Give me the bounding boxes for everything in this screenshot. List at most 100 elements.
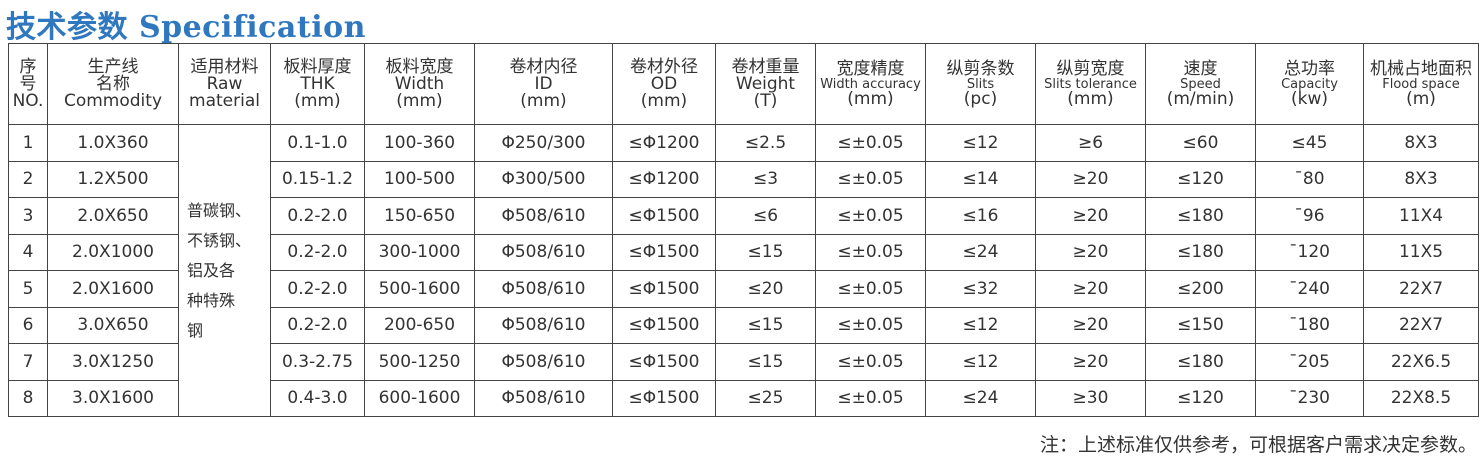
header-line: Weight: [735, 73, 796, 94]
header-line: 板料厚度: [283, 56, 352, 77]
column-header: 卷材重量 Weight (T): [715, 43, 816, 125]
table-cell: ≤12: [925, 124, 1036, 162]
table-cell: 22X7: [1363, 306, 1479, 344]
column-header: 纵剪宽度 Slits tolerance (mm): [1035, 43, 1146, 125]
table-cell: 1.0X360: [47, 124, 179, 162]
column-header: 序号 NO.: [8, 43, 48, 125]
table-cell: ≥30: [1035, 379, 1146, 417]
header-line: material: [189, 90, 260, 111]
table-cell: 0.2-2.0: [270, 233, 365, 271]
header-line: (m/min): [1166, 88, 1235, 109]
table-cell: 500-1250: [364, 343, 475, 381]
table-cell: Φ508/610: [474, 306, 613, 344]
table-cell: 22X6.5: [1363, 343, 1479, 381]
header-line: (pc): [963, 88, 998, 109]
table-cell: ≤±0.05: [815, 160, 926, 198]
table-cell: ≤32: [925, 270, 1036, 308]
table-cell: ≤±0.05: [815, 270, 926, 308]
header-line: 纵剪条数: [946, 58, 1015, 79]
footnote: 注：上述标准仅供参考，可根据客户需求决定参数。: [1039, 434, 1477, 456]
column-header: 总功率 Capacity (kw): [1255, 43, 1364, 125]
table-cell: 11X4: [1363, 197, 1479, 235]
header-line: (T): [753, 90, 778, 111]
table-cell: ≤Φ1200: [612, 124, 716, 162]
table-cell: 0.3-2.75: [270, 343, 365, 381]
table-cell: ≤180: [1145, 197, 1256, 235]
header-line: Flood space: [1382, 76, 1460, 92]
header-line: ID: [534, 73, 553, 94]
table-cell: ≤12: [925, 306, 1036, 344]
table-cell: Φ508/610: [474, 343, 613, 381]
table-cell: 7: [8, 343, 48, 381]
table-cell: ≤±0.05: [815, 124, 926, 162]
header-line: 号: [19, 73, 37, 94]
table-cell: 5: [8, 270, 48, 308]
table-cell: 0.2-2.0: [270, 197, 365, 235]
table-cell: ≥20: [1035, 197, 1146, 235]
header-line: Width accuracy: [820, 76, 921, 92]
table-row: 3 2.0X650 0.2-2.0 150-650 Φ508/610 ≤Φ1500 ≤6 ≤±…: [8, 197, 1479, 235]
header-line: Slits: [966, 76, 995, 92]
header-line: 纵剪宽度: [1056, 58, 1125, 79]
table-cell: 2.0X1600: [47, 270, 179, 308]
table-cell: ≤16: [925, 197, 1036, 235]
table-cell: 4: [8, 233, 48, 271]
material-line: 不锈钢、: [187, 230, 252, 250]
table-cell: ¯240: [1255, 270, 1364, 308]
table-row: 6 3.0X650 0.2-2.0 200-650 Φ508/610 ≤Φ1500 ≤15 ≤…: [8, 306, 1479, 344]
header-line: 卷材重量: [731, 56, 800, 77]
table-cell: 11X5: [1363, 233, 1479, 271]
table-cell: ≥20: [1035, 270, 1146, 308]
column-header: 机械占地面积 Flood space (m): [1363, 43, 1479, 125]
material-line: 种特殊: [187, 290, 236, 310]
table-cell: ≤45: [1255, 124, 1364, 162]
table-cell: ≤±0.05: [815, 343, 926, 381]
table-cell: ≤±0.05: [815, 379, 926, 417]
table-cell: ≤24: [925, 379, 1036, 417]
table-cell: 6: [8, 306, 48, 344]
table-cell: 8X3: [1363, 124, 1479, 162]
header-line: (mm): [847, 88, 894, 109]
table-cell: ≤180: [1145, 343, 1256, 381]
table-cell: 8: [8, 379, 48, 417]
table-cell: 150-650: [364, 197, 475, 235]
header-line: OD: [650, 73, 678, 94]
header-line: 适用材料: [190, 56, 259, 77]
header-line: Raw: [206, 73, 243, 94]
table-cell: 0.1-1.0: [270, 124, 365, 162]
table-cell: 600-1600: [364, 379, 475, 417]
column-header: 板料厚度 THK (mm): [270, 43, 365, 125]
column-header: 速度 Speed (m/min): [1145, 43, 1256, 125]
column-header: 板料宽度 Width (mm): [364, 43, 475, 125]
header-line: (kw): [1290, 88, 1328, 109]
table-cell: ≤24: [925, 233, 1036, 271]
table-cell: ≤Φ1500: [612, 270, 716, 308]
table-cell: Φ508/610: [474, 233, 613, 271]
header-line: Slits tolerance: [1044, 76, 1137, 92]
table-cell: Φ508/610: [474, 197, 613, 235]
table-cell: ≤20: [715, 270, 816, 308]
table-row: 4 2.0X1000 0.2-2.0 300-1000 Φ508/610 ≤Φ1500 ≤1…: [8, 233, 1479, 271]
table-cell: 2: [8, 160, 48, 198]
spec-table: 序号 NO. 生产线 名称 Commodity 适用材料 Raw material 板料厚度 TH…: [8, 43, 1479, 417]
material-line: 钢: [187, 320, 204, 340]
table-cell: ≤3: [715, 160, 816, 198]
table-cell: 3.0X1250: [47, 343, 179, 381]
table-cell: 8X3: [1363, 160, 1479, 198]
column-header: 卷材内径 ID (mm): [474, 43, 613, 125]
column-header: 生产线 名称 Commodity: [47, 43, 179, 125]
table-cell: ≥20: [1035, 160, 1146, 198]
header-line: Width: [394, 73, 445, 94]
table-cell: Φ508/610: [474, 270, 613, 308]
header-line: Speed: [1180, 76, 1221, 92]
table-cell: Φ250/300: [474, 124, 613, 162]
table-row: 5 2.0X1600 0.2-2.0 500-1600 Φ508/610 ≤Φ1500 ≤2…: [8, 270, 1479, 308]
table-cell: 0.15-1.2: [270, 160, 365, 198]
table-row: 1 1.0X360 普碳钢、 不锈钢、 铝及各 种特殊钢 0.1-1.0 100-360 Φ25…: [8, 124, 1479, 417]
header-line: (mm): [640, 90, 688, 111]
table-cell: ≤120: [1145, 160, 1256, 198]
header-line: Capacity: [1281, 76, 1338, 92]
table-cell: ≤25: [715, 379, 816, 417]
table-cell: 3.0X650: [47, 306, 179, 344]
table-cell: 500-1600: [364, 270, 475, 308]
